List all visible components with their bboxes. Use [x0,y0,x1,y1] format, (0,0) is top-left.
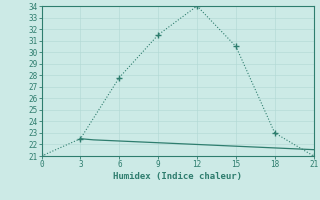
X-axis label: Humidex (Indice chaleur): Humidex (Indice chaleur) [113,172,242,181]
